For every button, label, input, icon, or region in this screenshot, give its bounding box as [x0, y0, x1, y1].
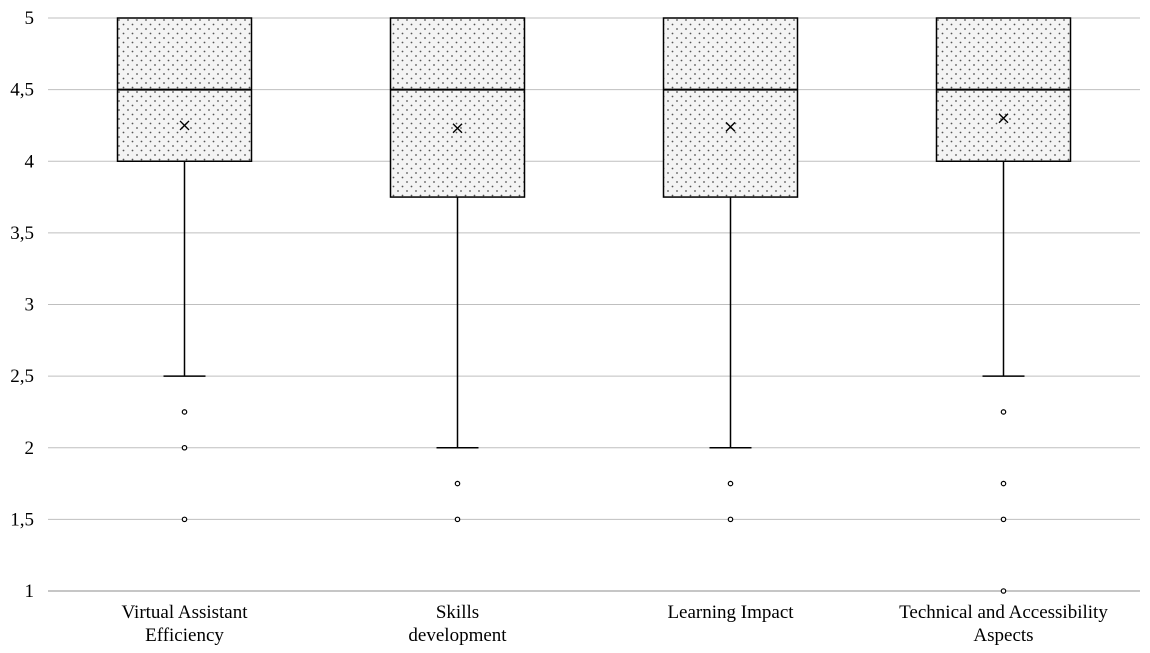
outlier-point [454, 480, 461, 487]
outlier-point [181, 409, 188, 415]
x-category-label: Learning Impact [667, 602, 794, 623]
mean-marker [452, 123, 463, 134]
x-category-label: Technical and Accessibility Aspects [899, 602, 1108, 646]
y-tick-label: 5 [25, 8, 35, 29]
box-group [662, 17, 799, 523]
outlier-point [181, 516, 188, 523]
outlier-point [454, 516, 461, 523]
x-category-label: Virtual Assistant Efficiency [121, 602, 248, 646]
mean-marker [725, 121, 736, 132]
y-tick-label: 4 [25, 151, 35, 172]
box-group [935, 17, 1072, 594]
y-tick-label: 1 [25, 581, 35, 602]
outlier-point [727, 516, 734, 523]
outlier-point [1000, 480, 1007, 487]
y-tick-label: 2 [25, 438, 35, 459]
y-tick-label: 3,5 [10, 223, 34, 244]
outlier-point [1000, 409, 1007, 415]
x-axis-category-labels: Virtual Assistant Efficiency Skills develop… [121, 602, 1108, 646]
y-axis-tick-labels: 1 1,5 2 2,5 3 3,5 4 4,5 5 [10, 8, 34, 602]
mean-marker [998, 113, 1009, 124]
x-category-label: Skills development [408, 602, 507, 646]
outlier-point [181, 444, 188, 451]
y-tick-label: 1,5 [10, 509, 34, 530]
outlier-point [727, 480, 734, 487]
y-tick-label: 3 [25, 295, 35, 316]
outlier-point [1000, 588, 1007, 594]
y-tick-label: 4,5 [10, 80, 34, 101]
outlier-point [1000, 516, 1007, 523]
box-iqr [389, 17, 526, 198]
y-tick-label: 2,5 [10, 366, 34, 387]
box-group [116, 17, 253, 523]
box-group [389, 17, 526, 523]
boxes [116, 17, 1072, 594]
mean-marker [179, 120, 190, 131]
box-iqr [662, 17, 799, 198]
